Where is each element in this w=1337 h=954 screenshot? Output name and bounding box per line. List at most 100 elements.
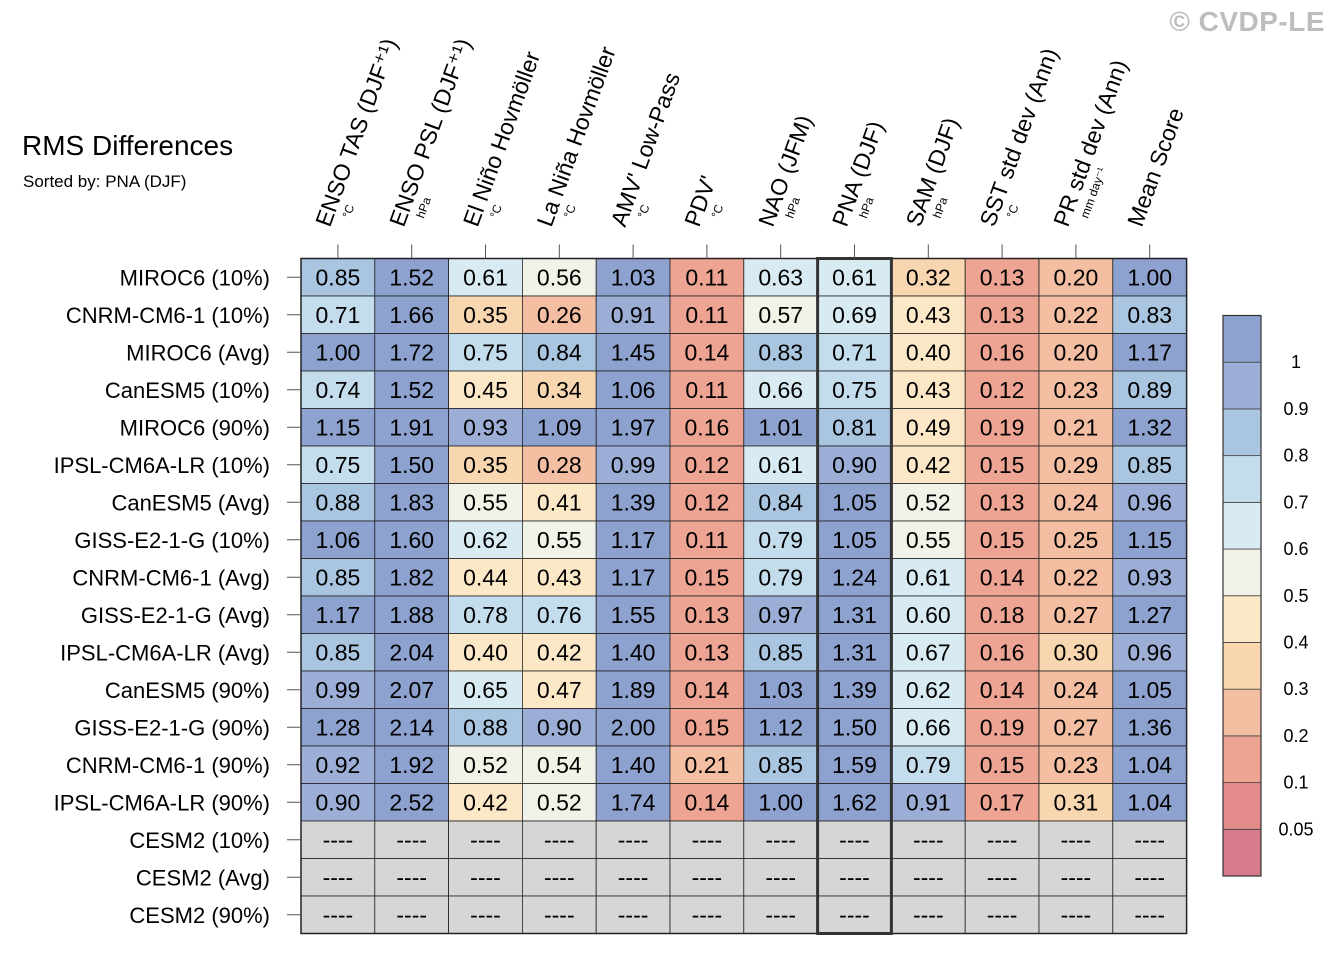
colorbar-segment [1222, 828, 1262, 877]
cell-value: 0.16 [685, 414, 730, 440]
heatmap-cell [1112, 895, 1188, 934]
cell-value: 1.03 [758, 677, 803, 703]
cell-value: 0.85 [758, 639, 803, 665]
chart-title: RMS Differences [22, 130, 234, 161]
heatmap-cell [964, 783, 1040, 822]
cell-value: ---- [618, 902, 649, 928]
cell-value: 1.39 [832, 677, 877, 703]
colorbar: 0.05 0.1 0.2 0.3 0.4 0.5 0.6 0.7 0.8 0.9 1 [1222, 314, 1314, 877]
heatmap-cell [1112, 558, 1188, 597]
cell-value: 0.45 [463, 377, 508, 403]
cell-value: 0.91 [906, 789, 951, 815]
column-unit: °C [487, 202, 505, 220]
cell-value: 0.43 [537, 564, 582, 590]
cell-value: 1.17 [1127, 339, 1172, 365]
heatmap-cell [669, 595, 745, 634]
cell-value: 1.09 [537, 414, 582, 440]
cell-value: 0.22 [1054, 302, 1099, 328]
cell-value: 0.12 [685, 489, 730, 515]
heatmap-cell [817, 820, 892, 859]
column-unit: hPa [782, 195, 803, 220]
cell-value: 0.14 [685, 339, 730, 365]
colorbar-tick-label: 0.05 [1278, 819, 1313, 839]
cell-value: 0.14 [980, 677, 1025, 703]
cell-value: 1.45 [611, 339, 656, 365]
cell-value: 0.12 [980, 377, 1025, 403]
cell-value: 0.60 [906, 602, 951, 628]
heatmap-cell [669, 820, 745, 859]
cell-value: ---- [1134, 864, 1165, 890]
row-label: GISS-E2-1-G (Avg) [81, 603, 270, 628]
heatmap-cell [743, 895, 818, 934]
cell-value: 1.05 [832, 527, 877, 553]
cell-value: 0.42 [463, 789, 508, 815]
row-label: GISS-E2-1-G (90%) [74, 715, 270, 740]
heatmap-cell [669, 858, 745, 897]
cell-value: 0.24 [1054, 677, 1099, 703]
cell-value: ---- [323, 864, 354, 890]
cell-value: 0.20 [1054, 339, 1099, 365]
heatmap-cell [669, 633, 745, 672]
heatmap-cell [448, 670, 523, 709]
cell-value: 0.40 [906, 339, 951, 365]
cell-value: ---- [692, 864, 723, 890]
column-unit: hPa [413, 195, 434, 220]
column-label: PDV' [679, 172, 721, 229]
colorbar-tick-label: 0.8 [1283, 446, 1308, 466]
cell-value: 0.79 [758, 527, 803, 553]
cell-value: ---- [765, 864, 796, 890]
cell-value: 0.24 [1054, 489, 1099, 515]
cell-value: 1.00 [758, 789, 803, 815]
heatmap-cell [448, 708, 523, 747]
heatmap-cell [374, 483, 449, 522]
heatmap-cell [522, 408, 597, 447]
cell-value: 0.66 [758, 377, 803, 403]
heatmap-cell [1112, 333, 1188, 372]
heatmap-cell [964, 445, 1040, 484]
heatmap-cell [1038, 858, 1114, 897]
cell-value: 0.16 [980, 639, 1025, 665]
heatmap-cell [817, 520, 892, 559]
heatmap-cell [669, 408, 745, 447]
colorbar-segment [1222, 688, 1262, 737]
heatmap-cell [595, 595, 671, 634]
heatmap-cell [595, 445, 671, 484]
heatmap-cell [1112, 258, 1188, 297]
heatmap-cell [448, 783, 523, 822]
cell-value: 1.66 [389, 302, 434, 328]
cell-value: 1.82 [389, 564, 434, 590]
cell-value: 1.15 [316, 414, 361, 440]
heatmap-cell [300, 295, 376, 334]
cell-value: ---- [692, 902, 723, 928]
cell-value: 0.14 [980, 564, 1025, 590]
heatmap-cell [964, 595, 1040, 634]
heatmap-cell [891, 895, 966, 934]
cell-value: ---- [839, 827, 870, 853]
cell-value: 0.67 [906, 639, 951, 665]
cell-value: 0.57 [758, 302, 803, 328]
cell-value: 0.15 [685, 564, 730, 590]
cell-value: 0.76 [537, 602, 582, 628]
row-label: CanESM5 (Avg) [111, 490, 270, 515]
cell-value: 1.17 [611, 564, 656, 590]
heatmap-cell [1038, 558, 1114, 597]
cell-value: ---- [618, 827, 649, 853]
heatmap-cell [1038, 483, 1114, 522]
heatmap-cell [669, 895, 745, 934]
heatmap-cell [1112, 408, 1188, 447]
heatmap-cell [1038, 520, 1114, 559]
cell-value: 0.71 [316, 302, 361, 328]
colorbar-segment [1222, 501, 1262, 550]
cell-value: ---- [396, 827, 427, 853]
colorbar-segment [1222, 735, 1262, 783]
cell-value: 1.03 [611, 264, 656, 290]
heatmap-cell [595, 558, 671, 597]
cell-value: 0.23 [1054, 377, 1099, 403]
row-label: CanESM5 (90%) [105, 678, 270, 703]
heatmap-cell [891, 295, 966, 334]
colorbar-tick-label: 0.2 [1283, 726, 1308, 746]
cell-value: 0.13 [685, 639, 730, 665]
heatmap-cell [374, 633, 449, 672]
